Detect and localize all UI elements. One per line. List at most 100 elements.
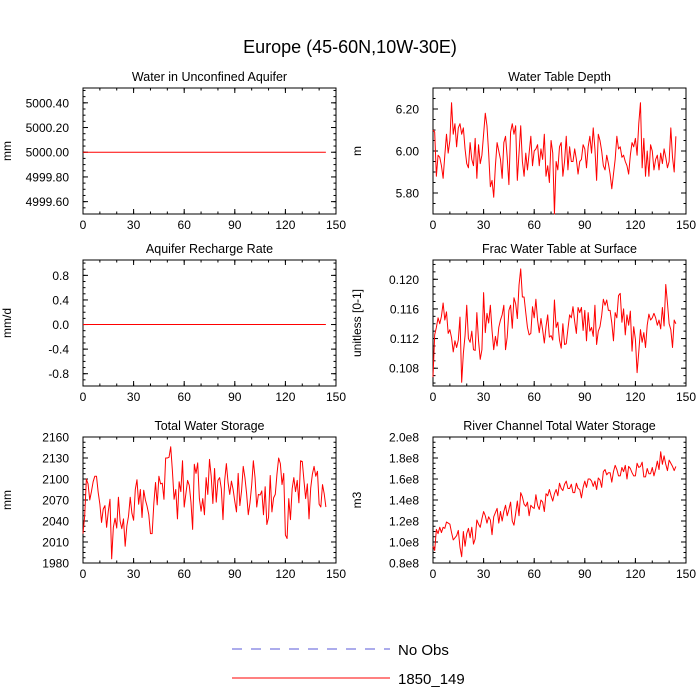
y-tick-label: 2100 [42, 473, 69, 487]
legend-label-1850-149: 1850_149 [398, 671, 465, 688]
y-tick-label: -0.4 [48, 343, 69, 357]
chart-title: Aquifer Recharge Rate [146, 242, 273, 256]
y-tick-label: 1.8e8 [389, 452, 419, 466]
x-tick-label: 30 [127, 567, 141, 581]
y-tick-label: 0.112 [390, 332, 419, 346]
x-tick-label: 0 [430, 218, 437, 232]
y-tick-label: 1.0e8 [389, 536, 419, 550]
y-tick-label: 0.120 [389, 273, 419, 287]
y-tick-label: 1.2e8 [389, 515, 419, 529]
y-tick-label: 4999.80 [26, 170, 70, 184]
x-tick-label: 150 [676, 567, 696, 581]
x-tick-label: 120 [625, 567, 645, 581]
y-tick-label: 2070 [42, 494, 69, 508]
y-tick-label: 0.108 [389, 362, 419, 376]
y-tick-label: 5.80 [396, 187, 420, 201]
x-tick-label: 120 [275, 390, 295, 404]
y-tick-label: 1.6e8 [389, 473, 419, 487]
x-tick-label: 0 [80, 218, 87, 232]
chart-title: Frac Water Table at Surface [482, 242, 637, 256]
series-line-1850-149 [432, 268, 677, 383]
y-tick-label: 4999.60 [26, 195, 70, 209]
y-tick-label: 0.8 [52, 269, 69, 283]
y-tick-label: 5000.00 [26, 146, 70, 160]
y-tick-label: 2160 [42, 431, 69, 445]
x-tick-label: 30 [127, 390, 141, 404]
chart-title: Water Table Depth [508, 70, 611, 84]
plot-frame [432, 436, 687, 564]
legend-item-no-obs: No Obs [232, 642, 449, 659]
x-tick-label: 120 [625, 390, 645, 404]
series-line-1850-149 [82, 446, 327, 560]
y-tick-label: 6.20 [396, 103, 420, 117]
x-tick-label: 150 [326, 218, 346, 232]
y-axis-label: mm/d [0, 308, 14, 338]
x-tick-label: 60 [528, 218, 542, 232]
y-tick-label: 2.0e8 [389, 431, 419, 445]
y-axis-label: m [350, 146, 364, 156]
legend-item-1850-149: 1850_149 [232, 671, 465, 688]
legend: No Obs 1850_149 [232, 642, 465, 688]
y-tick-label: 0.4 [52, 293, 69, 307]
y-tick-label: 5000.40 [26, 96, 70, 110]
chart-river-channel-total-water-storage: River Channel Total Water Storage m3 0 30 60… [350, 419, 696, 581]
x-tick-label: 150 [676, 390, 696, 404]
figure-title: Europe (45-60N,10W-30E) [243, 37, 457, 57]
x-tick-label: 60 [178, 567, 192, 581]
y-axis-label: m3 [350, 491, 364, 508]
y-tick-label: 0.8e8 [389, 557, 419, 571]
x-tick-label: 90 [228, 390, 242, 404]
series-line-1850-149 [432, 451, 677, 558]
x-tick-label: 150 [326, 567, 346, 581]
series-line-1850-149 [432, 102, 677, 215]
x-tick-label: 120 [275, 567, 295, 581]
chart-aquifer-recharge-rate: Aquifer Recharge Rate mm/d 0 30 60 90 120 150 -0… [0, 242, 346, 404]
x-tick-label: 90 [578, 218, 592, 232]
y-tick-label: 2130 [42, 452, 69, 466]
x-tick-label: 30 [477, 390, 491, 404]
x-tick-label: 90 [578, 390, 592, 404]
y-tick-label: 0.116 [390, 302, 419, 316]
plot-frame [432, 259, 687, 387]
chart-title: Water in Unconfined Aquifer [132, 70, 287, 84]
x-tick-label: 60 [178, 218, 192, 232]
y-tick-label: 2010 [42, 536, 69, 550]
x-tick-label: 120 [625, 218, 645, 232]
legend-label-no-obs: No Obs [398, 642, 449, 659]
x-tick-label: 90 [228, 567, 242, 581]
x-tick-label: 150 [326, 390, 346, 404]
chart-water-table-depth: Water Table Depth m 0 30 60 90 120 150 5.80 6.00 6… [350, 70, 696, 232]
plot-frame [82, 259, 337, 387]
y-tick-label: 1980 [42, 557, 69, 571]
x-tick-label: 60 [528, 567, 542, 581]
x-tick-label: 60 [528, 390, 542, 404]
chart-total-water-storage: Total Water Storage mm 0 30 60 90 120 150 1980 20… [0, 419, 346, 581]
chart-frac-water-table-at-surface: Frac Water Table at Surface unitless [0-1… [350, 242, 696, 404]
x-tick-label: 30 [477, 218, 491, 232]
y-axis-label: mm [0, 490, 14, 510]
x-tick-label: 120 [275, 218, 295, 232]
plot-frame [82, 87, 337, 215]
x-tick-label: 0 [80, 567, 87, 581]
y-tick-label: 2040 [42, 515, 69, 529]
x-tick-label: 30 [477, 567, 491, 581]
chart-title: River Channel Total Water Storage [463, 419, 656, 433]
x-tick-label: 90 [228, 218, 242, 232]
plot-frame [82, 436, 337, 564]
x-tick-label: 30 [127, 218, 141, 232]
y-tick-label: 5000.20 [26, 121, 70, 135]
x-tick-label: 90 [578, 567, 592, 581]
y-axis-label: unitless [0-1] [350, 289, 364, 357]
x-tick-label: 0 [80, 390, 87, 404]
y-tick-label: 0.0 [52, 318, 69, 332]
y-tick-label: 1.4e8 [389, 494, 419, 508]
x-tick-label: 0 [430, 390, 437, 404]
chart-title: Total Water Storage [154, 419, 264, 433]
y-axis-label: mm [0, 141, 14, 161]
x-tick-label: 60 [178, 390, 192, 404]
x-tick-label: 150 [676, 218, 696, 232]
y-tick-label: 6.00 [396, 145, 420, 159]
x-tick-label: 0 [430, 567, 437, 581]
panels: Water in Unconfined Aquifer mm 0 30 60 90 120 1… [0, 70, 696, 581]
